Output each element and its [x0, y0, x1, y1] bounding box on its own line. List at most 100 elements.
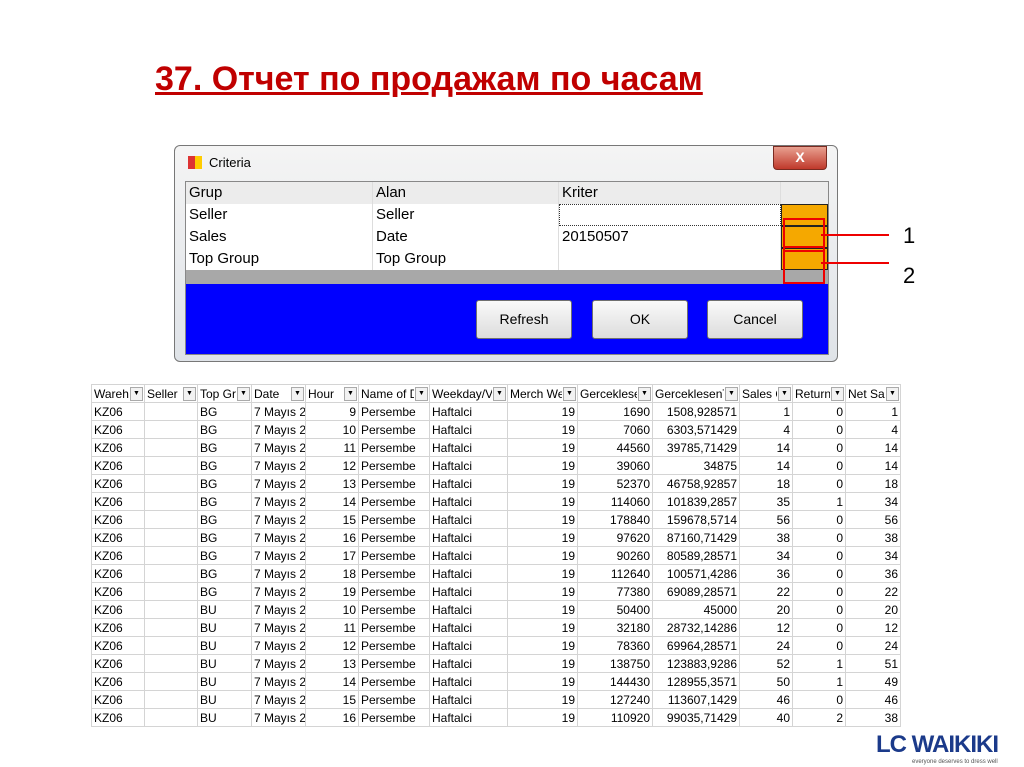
filter-dropdown-icon[interactable]: ▼	[638, 386, 651, 401]
table-cell: 18	[739, 474, 793, 493]
table-cell: BG	[197, 492, 252, 511]
table-cell: KZ06	[91, 690, 145, 709]
table-cell: 138750	[577, 654, 653, 673]
column-header-label: Seller	[147, 386, 178, 401]
table-cell: KZ06	[91, 528, 145, 547]
table-cell: BU	[197, 708, 252, 727]
table-cell	[144, 564, 198, 583]
refresh-button[interactable]: Refresh	[476, 300, 572, 339]
table-cell: 39060	[577, 456, 653, 475]
column-header-label: Hour	[308, 386, 335, 401]
filter-dropdown-icon[interactable]: ▼	[831, 386, 844, 401]
table-cell: BU	[197, 690, 252, 709]
table-cell: Persembe	[358, 420, 430, 439]
table-cell: 12	[845, 618, 901, 637]
table-cell: BG	[197, 510, 252, 529]
grid-row[interactable]: Seller Seller	[186, 204, 828, 227]
table-row: KZ06 BG7 Mayıs 2013PersembeHaftalci195237…	[91, 474, 901, 493]
table-cell: 1	[739, 402, 793, 421]
table-cell: 0	[792, 402, 846, 421]
filter-dropdown-icon[interactable]: ▼	[291, 386, 304, 401]
table-cell: 7 Mayıs 20	[251, 564, 306, 583]
table-cell: 7 Mayıs 20	[251, 438, 306, 457]
cell-kriter[interactable]: 20150507	[559, 226, 781, 248]
table-cell: Haftalci	[429, 402, 508, 421]
table-cell	[144, 474, 198, 493]
table-cell: Persembe	[358, 474, 430, 493]
table-cell	[144, 654, 198, 673]
sales-table: Wareho▼Seller▼Top Gro▼Date▼Hour▼Name of …	[91, 384, 901, 727]
column-header: Return ▼	[792, 384, 846, 403]
table-cell: 19	[305, 582, 359, 601]
grid-row[interactable]: Sales Date 20150507	[186, 226, 828, 249]
cell-alan: Top Group	[373, 248, 559, 270]
table-row: KZ06 BG7 Mayıs 2018PersembeHaftalci191126…	[91, 564, 901, 583]
table-cell: Persembe	[358, 708, 430, 727]
table-cell: 10	[305, 600, 359, 619]
ok-button[interactable]: OK	[592, 300, 688, 339]
cell-kriter[interactable]	[559, 248, 781, 270]
table-cell: 80589,28571	[652, 546, 740, 565]
table-cell: Haftalci	[429, 510, 508, 529]
filter-dropdown-icon[interactable]: ▼	[415, 386, 428, 401]
table-cell	[144, 402, 198, 421]
table-cell: 7 Mayıs 20	[251, 600, 306, 619]
table-cell: 7060	[577, 420, 653, 439]
table-cell: 7 Mayıs 20	[251, 402, 306, 421]
filter-dropdown-icon[interactable]: ▼	[886, 386, 899, 401]
table-cell: 113607,1429	[652, 690, 740, 709]
table-cell: 46	[845, 690, 901, 709]
column-header: Sales Q▼	[739, 384, 793, 403]
table-cell: Persembe	[358, 564, 430, 583]
table-cell: 1	[792, 672, 846, 691]
grid-row[interactable]: Top Group Top Group	[186, 248, 828, 271]
table-cell: KZ06	[91, 546, 145, 565]
cancel-button[interactable]: Cancel	[707, 300, 803, 339]
filter-dropdown-icon[interactable]: ▼	[725, 386, 738, 401]
table-cell: 17	[305, 546, 359, 565]
filter-dropdown-icon[interactable]: ▼	[563, 386, 576, 401]
filter-dropdown-icon[interactable]: ▼	[183, 386, 196, 401]
table-cell: Haftalci	[429, 708, 508, 727]
table-cell: 38	[845, 708, 901, 727]
column-header-label: Weekday/V	[432, 386, 492, 401]
table-cell: 50	[739, 672, 793, 691]
table-cell: Persembe	[358, 456, 430, 475]
table-cell: 0	[792, 618, 846, 637]
table-cell	[144, 420, 198, 439]
table-cell: 7 Mayıs 20	[251, 618, 306, 637]
table-cell: 12	[305, 636, 359, 655]
filter-dropdown-icon[interactable]: ▼	[237, 386, 250, 401]
column-header: Wareho▼	[91, 384, 145, 403]
table-cell: 2	[792, 708, 846, 727]
table-cell: 7 Mayıs 20	[251, 654, 306, 673]
close-button[interactable]: X	[773, 146, 827, 170]
table-cell: Persembe	[358, 600, 430, 619]
column-alan: Alan	[373, 182, 559, 204]
table-cell: 46	[739, 690, 793, 709]
table-cell: 0	[792, 528, 846, 547]
table-cell: 19	[507, 510, 578, 529]
table-cell: 49	[845, 672, 901, 691]
table-cell: 19	[507, 564, 578, 583]
table-cell: 110920	[577, 708, 653, 727]
cell-kriter[interactable]	[559, 204, 781, 226]
table-cell: 14	[845, 438, 901, 457]
filter-picker-icon[interactable]	[781, 204, 828, 226]
table-cell: 12	[739, 618, 793, 637]
table-cell: 7 Mayıs 20	[251, 528, 306, 547]
filter-dropdown-icon[interactable]: ▼	[130, 386, 143, 401]
filter-picker-icon[interactable]	[781, 248, 828, 270]
filter-dropdown-icon[interactable]: ▼	[778, 386, 791, 401]
table-cell	[144, 438, 198, 457]
table-cell: KZ06	[91, 582, 145, 601]
table-cell: 0	[792, 546, 846, 565]
filter-dropdown-icon[interactable]: ▼	[493, 386, 506, 401]
table-cell: 0	[792, 690, 846, 709]
table-cell: 34	[845, 492, 901, 511]
column-grup: Grup	[186, 182, 373, 204]
table-cell: 14	[739, 438, 793, 457]
filter-dropdown-icon[interactable]: ▼	[344, 386, 357, 401]
table-cell: 24	[845, 636, 901, 655]
table-cell: KZ06	[91, 654, 145, 673]
